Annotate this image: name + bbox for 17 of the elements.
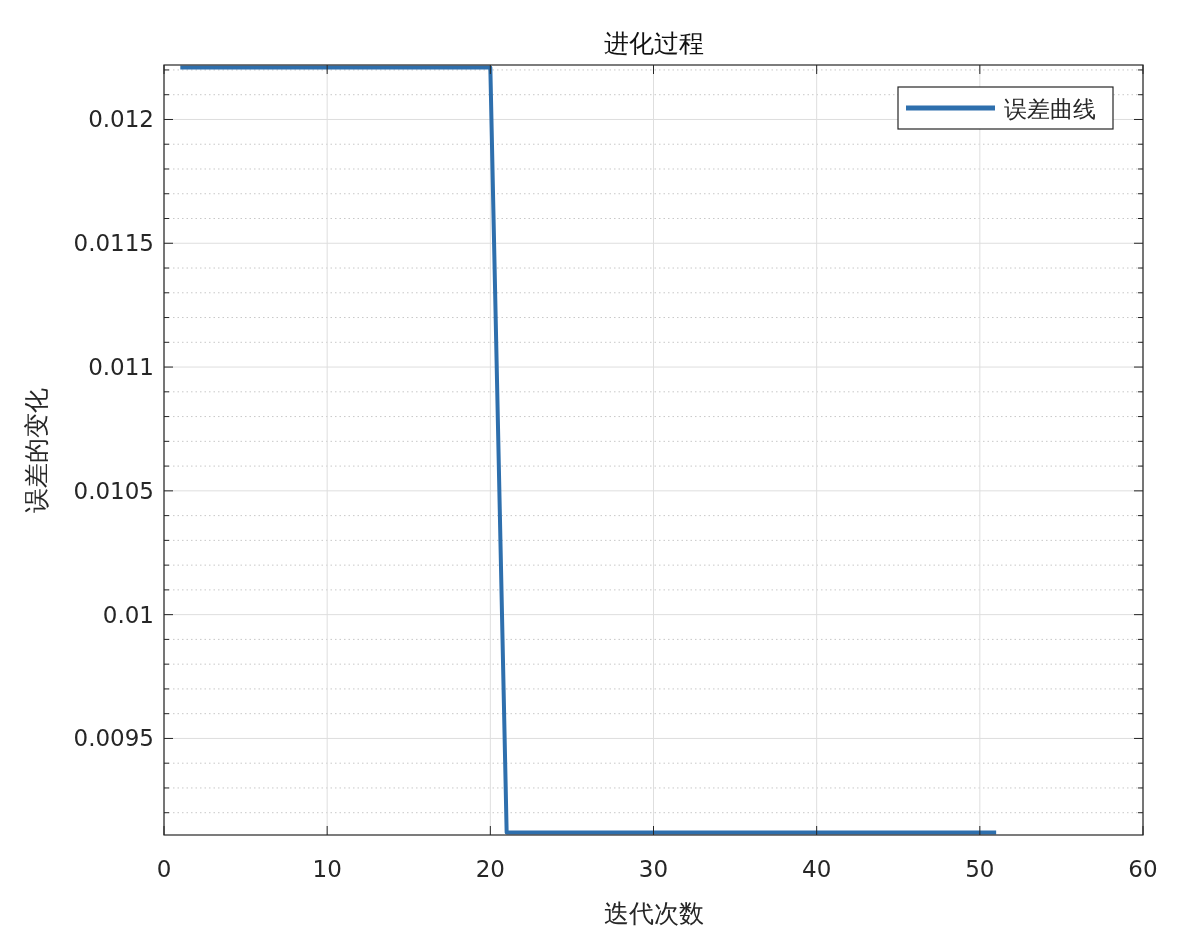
y-tick-label: 0.01 [102,601,154,628]
x-tick-label: 30 [638,856,669,882]
y-tick-label: 0.012 [88,106,154,133]
x-tick-label: 40 [802,856,832,882]
y-axis-title: 误差的变化 [22,387,51,513]
x-tick-label: 0 [156,856,172,882]
x-axis-title: 迭代次数 [603,899,704,928]
x-tick-label: 50 [965,856,995,882]
x-tick-label: 20 [475,856,505,882]
y-tick-label: 0.0105 [73,477,154,504]
x-tick-label: 10 [312,856,342,882]
chart-title: 进化过程 [603,29,704,58]
y-tick-label: 0.0115 [73,230,154,257]
y-tick-label: 0.011 [88,354,154,381]
legend-label: 误差曲线 [1004,96,1096,122]
x-tick-label: 60 [1128,856,1158,882]
y-tick-label: 0.0095 [73,725,154,752]
